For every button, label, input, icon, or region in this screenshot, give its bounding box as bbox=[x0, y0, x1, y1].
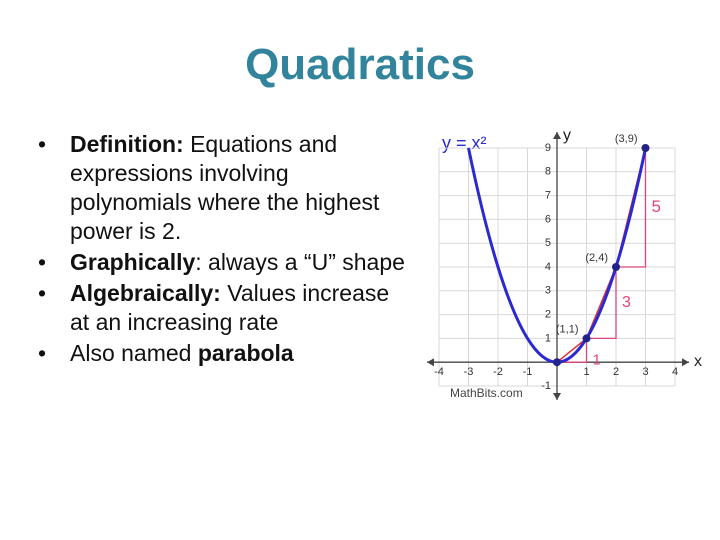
y-tick-label: 2 bbox=[545, 309, 551, 321]
x-tick-label: -2 bbox=[493, 366, 503, 378]
y-tick-label: 9 bbox=[545, 142, 551, 154]
point bbox=[553, 358, 561, 367]
rise-label: 5 bbox=[652, 197, 661, 216]
credit: MathBits.com bbox=[450, 386, 523, 400]
bullet-text: Graphically bbox=[70, 249, 196, 275]
equation: y = x² bbox=[442, 133, 487, 153]
bullet-text: Values increase at an increasing rate bbox=[70, 280, 390, 335]
bullet-text: Also named bbox=[70, 340, 198, 366]
y-tick-label: 5 bbox=[545, 237, 551, 249]
point bbox=[582, 334, 591, 343]
slide-title: Quadratics bbox=[245, 40, 475, 89]
bullet: Graphically: always a “U” shape bbox=[38, 248, 408, 277]
y-tick-label: -1 bbox=[541, 380, 551, 392]
parabola-graph: y = x² x y MathBits.com -4 -3 -2 -1 1 2 3 4-112… bbox=[427, 127, 702, 400]
bullet: Also named parabola bbox=[38, 339, 408, 368]
bullet-text: Definition: bbox=[70, 131, 184, 157]
bullet-text: parabola bbox=[197, 340, 294, 366]
rise-run bbox=[616, 148, 647, 268]
rise-run bbox=[586, 267, 617, 340]
bullet: Algebraically: Values increase at an inc… bbox=[38, 279, 408, 337]
y-tick-label: 8 bbox=[545, 166, 551, 178]
point-label: (3,9) bbox=[615, 133, 638, 145]
bullet-text: Algebraically: bbox=[70, 280, 221, 306]
y-tick-label: 4 bbox=[545, 261, 551, 273]
point bbox=[612, 263, 620, 271]
x-tick-label: 4 bbox=[672, 366, 678, 378]
bullet: Definition: Equations and expressions in… bbox=[38, 130, 408, 246]
point-label: (1,1) bbox=[556, 323, 579, 335]
rise-label: 3 bbox=[622, 294, 631, 311]
bullet-text: Equations and expressions involving poly… bbox=[70, 131, 380, 244]
y-axis-label: y bbox=[563, 127, 571, 144]
rise-run bbox=[557, 338, 588, 363]
point bbox=[641, 144, 650, 152]
bullet-list: Definition: Equations and expressions in… bbox=[38, 130, 408, 370]
y-tick-label: 1 bbox=[545, 332, 551, 344]
x-tick-label: 2 bbox=[613, 366, 619, 378]
rise-label: 1 bbox=[593, 351, 601, 368]
x-axis-label: x bbox=[694, 353, 702, 370]
x-tick-label: 3 bbox=[642, 366, 648, 378]
y-tick-label: 3 bbox=[545, 285, 551, 297]
y-tick-label: 7 bbox=[545, 190, 551, 202]
y-tick-label: 6 bbox=[545, 213, 551, 225]
x-tick-label: -4 bbox=[434, 366, 444, 378]
point-label: (2,4) bbox=[585, 252, 608, 264]
secant bbox=[556, 337, 587, 363]
x-tick-label: -1 bbox=[523, 366, 533, 378]
x-tick-label: 1 bbox=[583, 366, 589, 378]
x-tick-label: -3 bbox=[464, 366, 474, 378]
bullet-text: : always a “U” shape bbox=[195, 249, 405, 275]
